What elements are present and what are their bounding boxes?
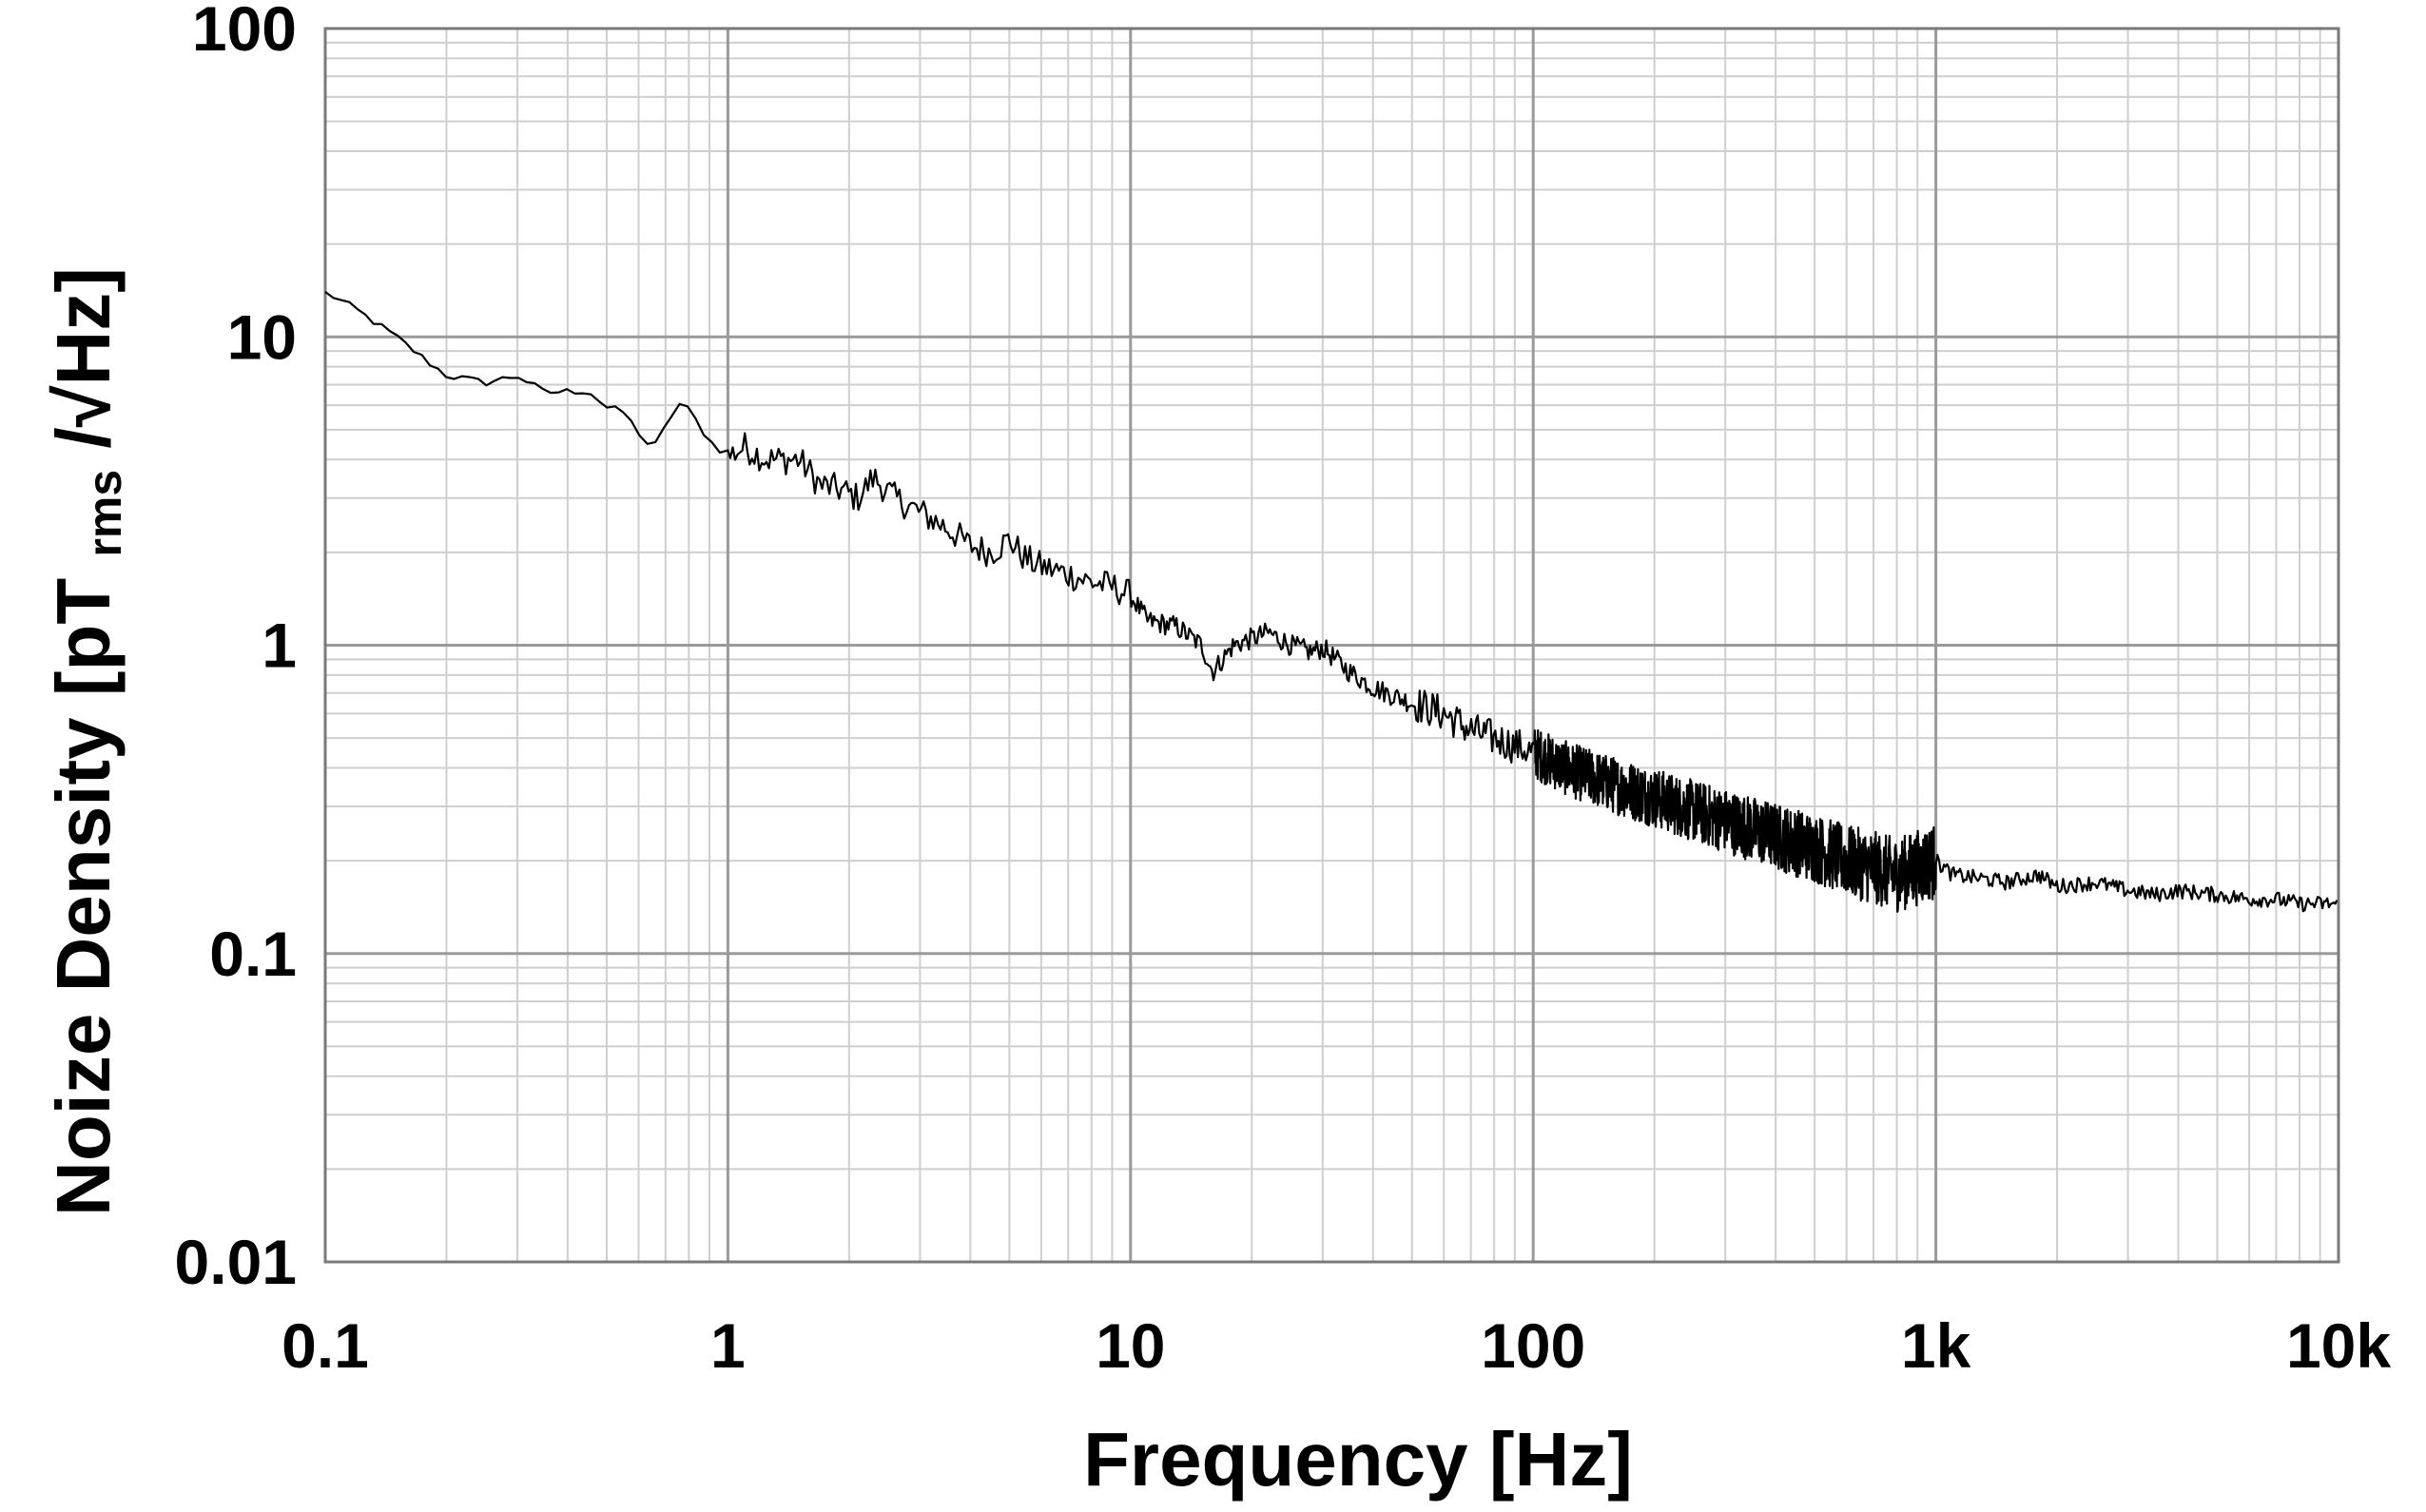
y-tick-labels: 0.01 0.1 1 10 100 (175, 0, 297, 1297)
x-tick-label: 1k (1901, 1310, 1971, 1381)
y-axis-title-main: Noize Density [pT (41, 578, 126, 1216)
x-tick-label: 1 (710, 1310, 746, 1381)
x-tick-label: 10 (1096, 1310, 1165, 1381)
x-tick-label: 10k (2286, 1310, 2391, 1381)
y-tick-label: 1 (262, 611, 297, 681)
y-tick-label: 10 (227, 301, 297, 372)
y-tick-label: 0.1 (209, 919, 297, 989)
x-tick-label: 0.1 (281, 1310, 369, 1381)
plot-frame (323, 27, 2340, 1264)
y-tick-label: 0.01 (175, 1227, 297, 1297)
y-axis-title-subscript: rms (78, 470, 131, 557)
y-axis-title: Noize Density [pT rms /√Hz] (41, 267, 137, 1216)
y-axis-title-tail: /√Hz] (41, 267, 126, 449)
x-tick-labels: 0.1 1 10 100 1k 10k (281, 1310, 2391, 1381)
noise-density-line (324, 291, 2339, 913)
y-tick-label: 100 (192, 0, 297, 64)
x-tick-label: 100 (1481, 1310, 1585, 1381)
x-axis-title: Frequency [Hz] (1083, 1417, 1633, 1502)
